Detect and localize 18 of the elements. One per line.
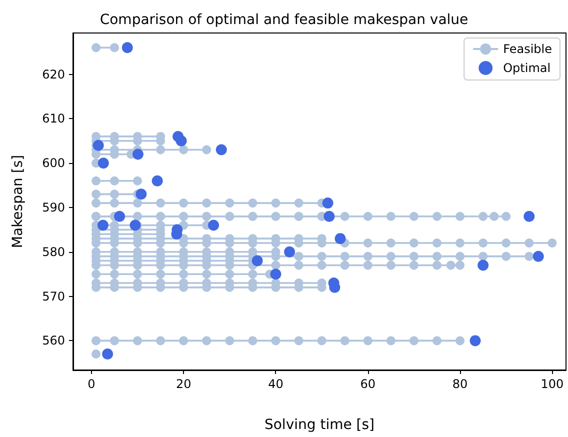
y-tick-label: 570 — [42, 289, 65, 304]
x-tick-label: 40 — [268, 377, 284, 391]
legend-label: Feasible — [503, 42, 552, 56]
x-axis-title: Solving time [s] — [264, 417, 375, 433]
y-tick-label: 610 — [42, 112, 65, 126]
y-tick-label: 580 — [42, 244, 65, 259]
y-tick-label: 620 — [42, 67, 65, 82]
x-tick-label: 80 — [452, 377, 468, 391]
x-tick-label: 0 — [88, 377, 96, 391]
legend-label: Optimal — [503, 61, 551, 75]
y-axis-title: Makespan [s] — [10, 154, 26, 248]
y-tick-label: 560 — [42, 334, 65, 348]
y-tick-label: 600 — [42, 156, 65, 170]
chart-title: Comparison of optimal and feasible makespan value — [100, 12, 468, 28]
y-tick-label: 590 — [42, 200, 65, 214]
x-tick-label: 100 — [540, 377, 564, 391]
x-tick-label: 60 — [360, 377, 376, 391]
x-tick-label: 20 — [176, 377, 192, 391]
